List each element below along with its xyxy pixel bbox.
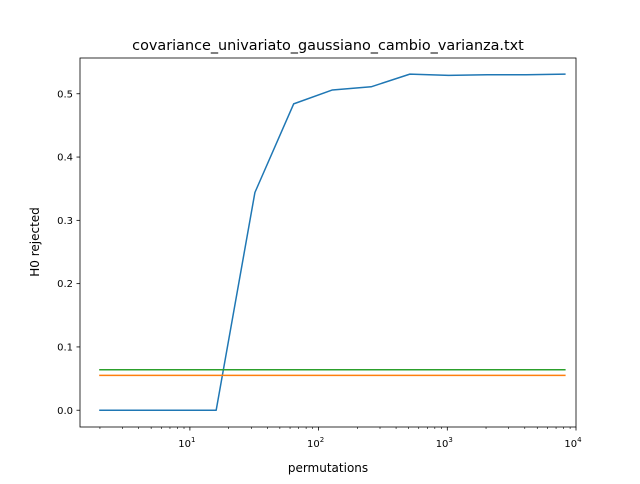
y-tick-label: 0.1 bbox=[57, 343, 73, 354]
x-tick-label: 103 bbox=[436, 436, 453, 450]
x-tick-label: 102 bbox=[307, 436, 324, 450]
y-axis: 0.0 0.1 0.2 0.3 0.4 0.5 bbox=[57, 89, 80, 417]
series-line-1 bbox=[99, 73, 566, 411]
chart-title: covariance_univariato_gaussiano_cambio_v… bbox=[132, 38, 524, 54]
y-tick-label: 0.5 bbox=[57, 89, 73, 100]
y-tick-label: 0.0 bbox=[57, 406, 73, 417]
y-tick-label: 0.4 bbox=[57, 153, 73, 164]
x-axis: 101 102 103 104 bbox=[178, 427, 582, 450]
y-tick-label: 0.3 bbox=[57, 216, 73, 227]
x-tick-label: 101 bbox=[178, 436, 195, 450]
y-axis-label: H0 rejected bbox=[28, 207, 42, 277]
x-tick-label: 104 bbox=[564, 436, 582, 450]
x-axis-label: permutations bbox=[288, 461, 368, 475]
axes-frame bbox=[79, 57, 577, 428]
y-tick-label: 0.2 bbox=[57, 279, 73, 290]
plot-series bbox=[99, 73, 566, 411]
x-axis-minor-ticks bbox=[99, 427, 571, 429]
